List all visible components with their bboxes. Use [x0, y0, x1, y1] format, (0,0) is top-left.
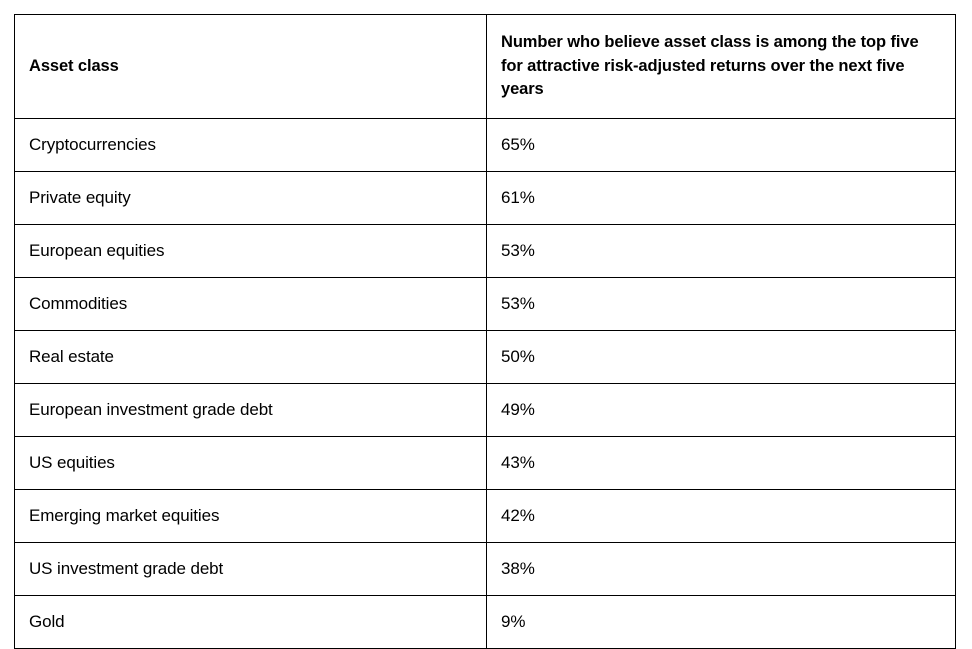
table-row: Private equity 61%: [14, 171, 956, 225]
cell-value: 49%: [486, 383, 956, 437]
table-row: European investment grade debt 49%: [14, 383, 956, 437]
table-row: US investment grade debt 38%: [14, 542, 956, 596]
table-row: European equities 53%: [14, 224, 956, 278]
table-body: Cryptocurrencies 65% Private equity 61% …: [14, 118, 956, 649]
cell-asset-class: Commodities: [14, 277, 487, 331]
cell-value: 42%: [486, 489, 956, 543]
table-row: Cryptocurrencies 65%: [14, 118, 956, 172]
cell-asset-class: European equities: [14, 224, 487, 278]
cell-value: 65%: [486, 118, 956, 172]
cell-asset-class: Gold: [14, 595, 487, 649]
table-row: US equities 43%: [14, 436, 956, 490]
table-row: Commodities 53%: [14, 277, 956, 331]
cell-asset-class: Private equity: [14, 171, 487, 225]
table-header: Asset class Number who believe asset cla…: [14, 14, 956, 119]
column-header-asset-class: Asset class: [14, 14, 487, 119]
cell-value: 53%: [486, 224, 956, 278]
cell-value: 38%: [486, 542, 956, 596]
cell-asset-class: US investment grade debt: [14, 542, 487, 596]
table-row: Emerging market equities 42%: [14, 489, 956, 543]
cell-value: 43%: [486, 436, 956, 490]
cell-asset-class: European investment grade debt: [14, 383, 487, 437]
cell-asset-class: Emerging market equities: [14, 489, 487, 543]
cell-value: 53%: [486, 277, 956, 331]
table-header-row: Asset class Number who believe asset cla…: [14, 14, 956, 119]
asset-class-survey-table: Asset class Number who believe asset cla…: [14, 14, 956, 649]
table-row: Gold 9%: [14, 595, 956, 649]
cell-asset-class: Cryptocurrencies: [14, 118, 487, 172]
column-header-value: Number who believe asset class is among …: [486, 14, 956, 119]
cell-asset-class: Real estate: [14, 330, 487, 384]
cell-asset-class: US equities: [14, 436, 487, 490]
cell-value: 9%: [486, 595, 956, 649]
cell-value: 50%: [486, 330, 956, 384]
table-row: Real estate 50%: [14, 330, 956, 384]
cell-value: 61%: [486, 171, 956, 225]
